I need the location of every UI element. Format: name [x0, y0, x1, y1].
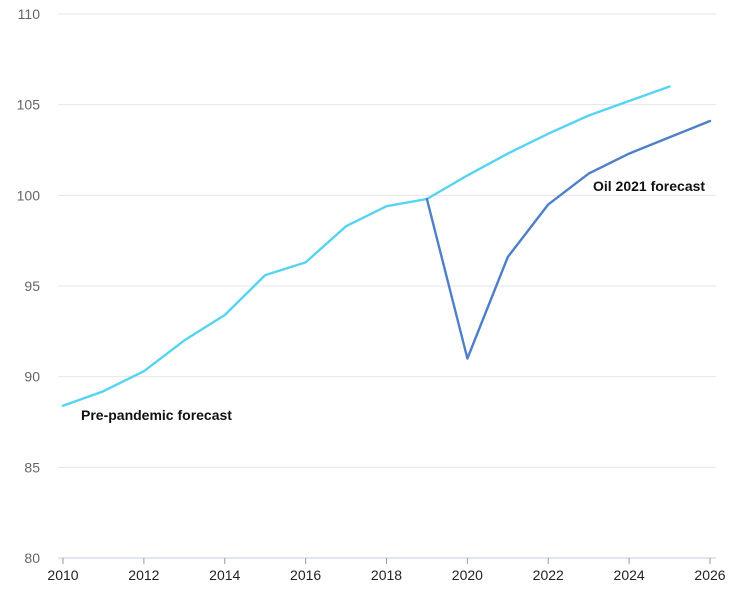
y-tick-label: 80 — [24, 550, 40, 566]
y-axis: 80 85 90 95 100 105 110 — [17, 6, 41, 566]
y-tick-label: 85 — [24, 459, 40, 475]
x-axis: 2010 2012 2014 2016 2018 2020 2022 2024 2026 — [47, 557, 726, 583]
x-tick-label: 2014 — [209, 567, 240, 583]
series-lines — [61, 85, 712, 407]
x-tick-label: 2026 — [694, 567, 725, 583]
x-tick-label: 2018 — [371, 567, 402, 583]
annotation-oil-2021-forecast: Oil 2021 forecast — [593, 178, 705, 194]
x-tick-label: 2016 — [290, 567, 321, 583]
gridlines — [58, 13, 716, 468]
x-tick-label: 2012 — [128, 567, 159, 583]
series-line-oil-2021-forecast — [425, 119, 712, 360]
x-tick-label: 2020 — [452, 567, 483, 583]
y-tick-label: 90 — [24, 369, 40, 385]
y-tick-label: 105 — [17, 97, 41, 113]
annotation-pre-pandemic-forecast: Pre-pandemic forecast — [81, 407, 232, 423]
x-tick-label: 2022 — [533, 567, 564, 583]
x-tick-label: 2010 — [47, 567, 78, 583]
y-tick-label: 110 — [18, 6, 41, 22]
x-tick-label: 2024 — [614, 567, 645, 583]
y-tick-label: 95 — [24, 278, 40, 294]
series-line-pre-pandemic-forecast — [61, 85, 671, 407]
y-tick-label: 100 — [17, 187, 41, 203]
